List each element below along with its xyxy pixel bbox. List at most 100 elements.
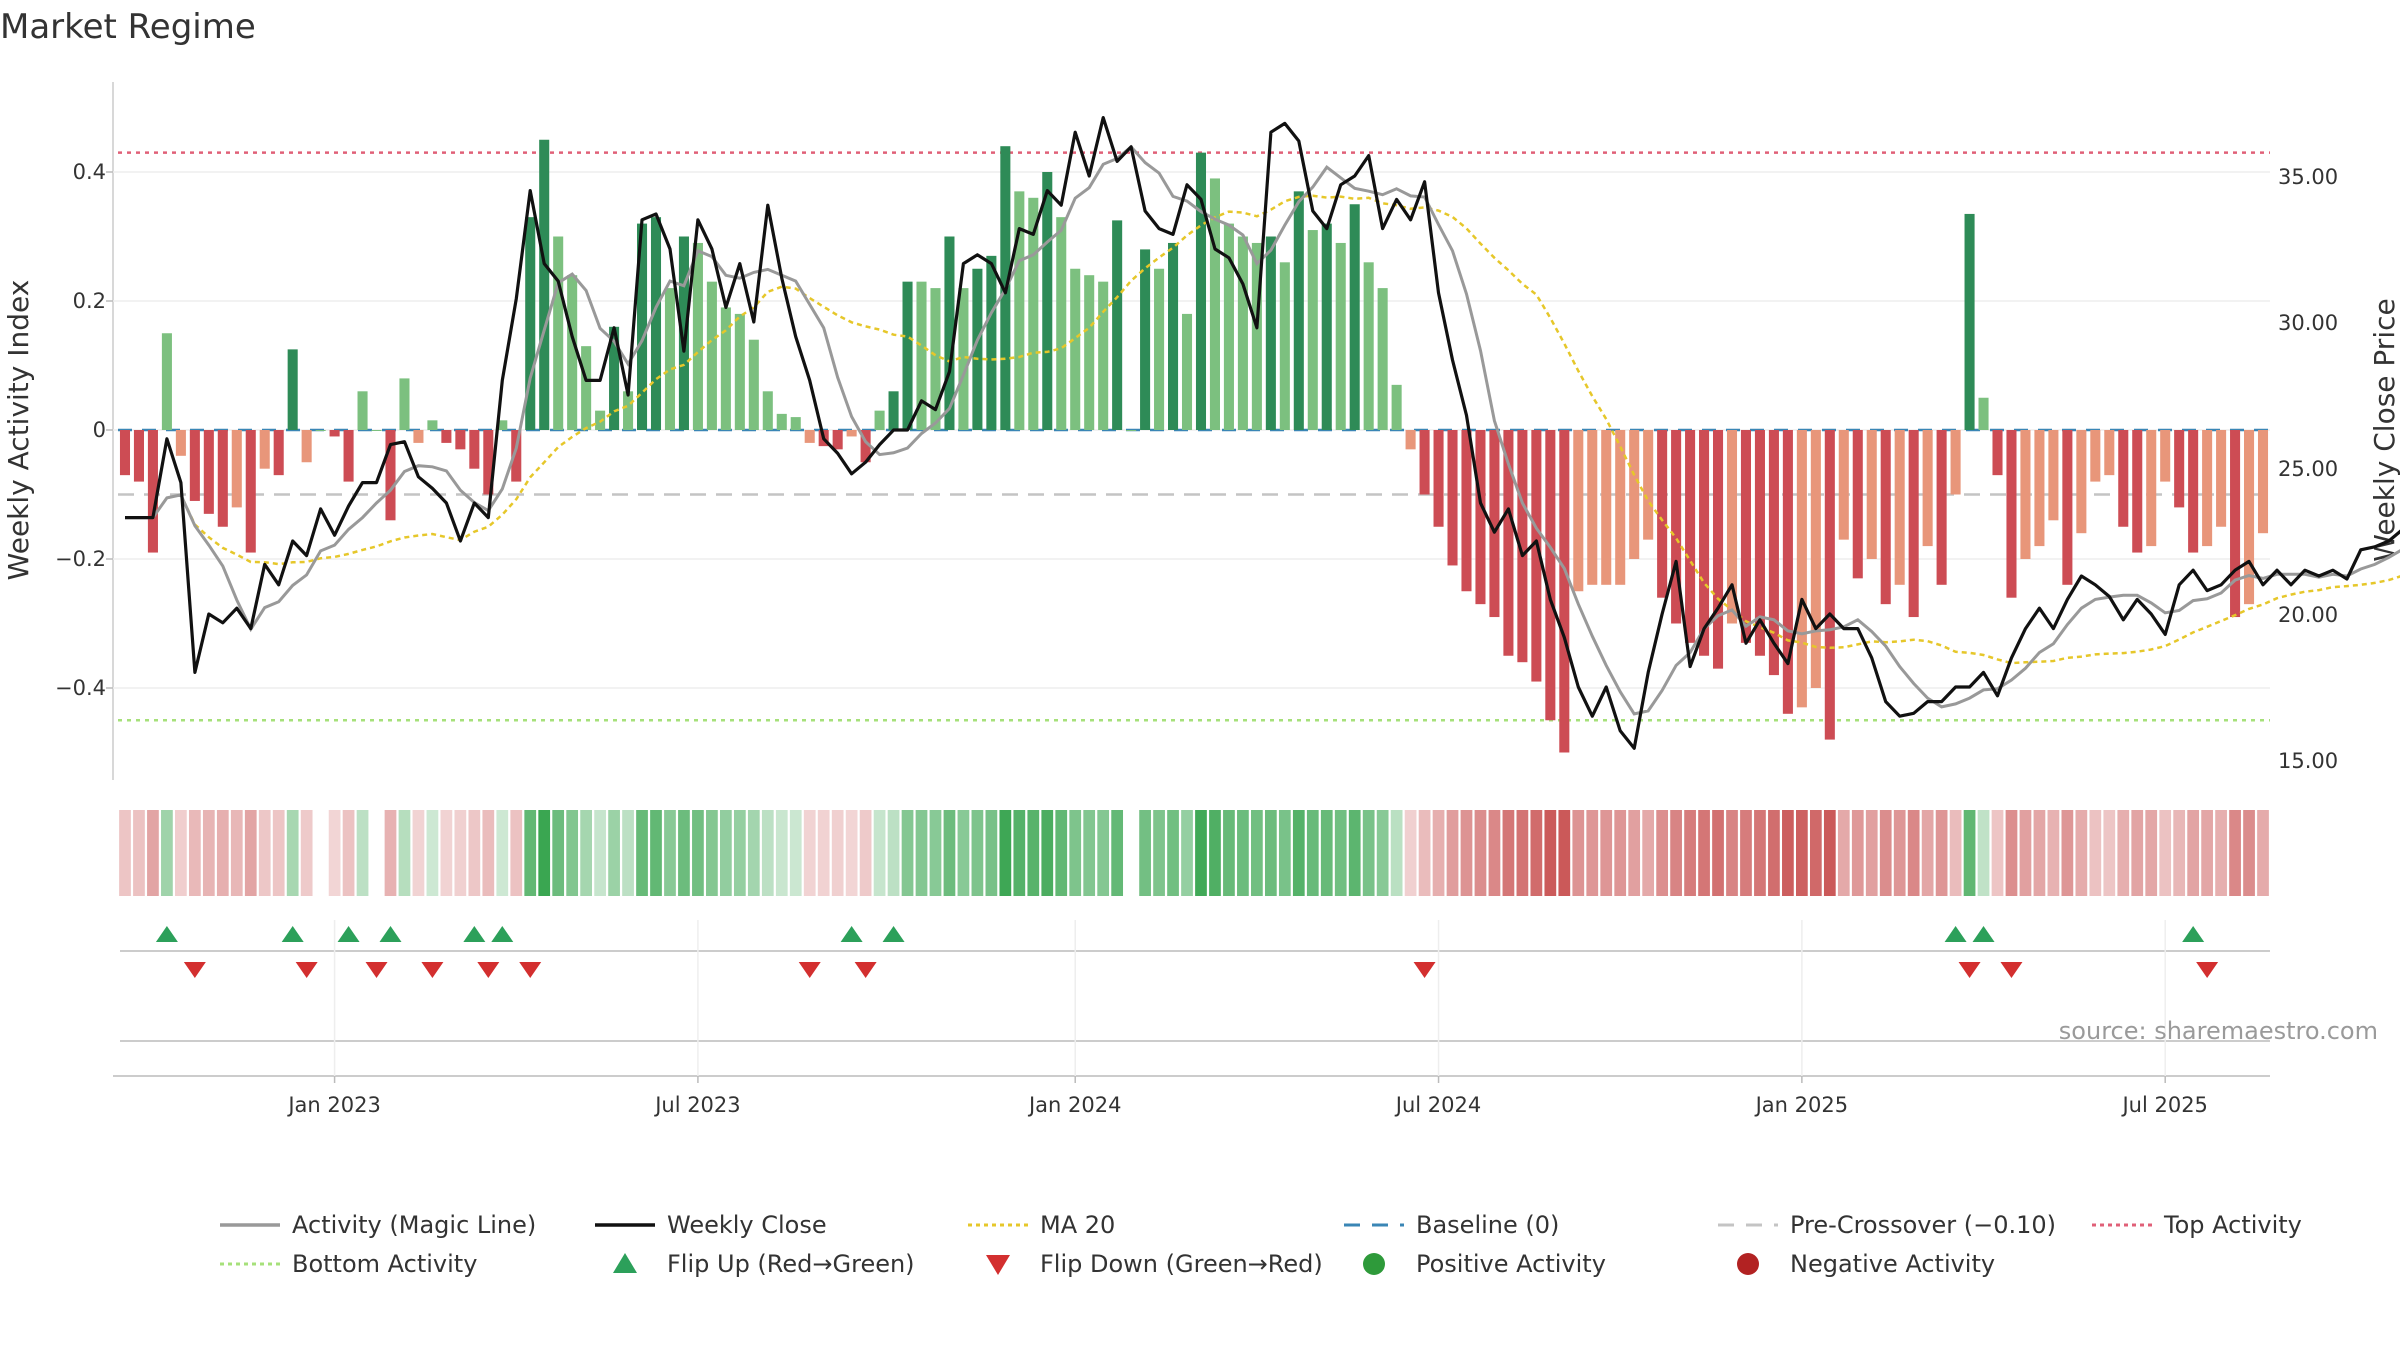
- flip-markers: [155, 926, 2219, 978]
- activity-bar: [581, 346, 592, 430]
- x-tick-label: Jan 2024: [1027, 1093, 1122, 1117]
- regime-strip-cell: [1935, 810, 1948, 896]
- regime-strip-cell: [202, 810, 215, 896]
- legend-label: Flip Up (Red→Green): [667, 1250, 915, 1278]
- chart-title: Market Regime: [0, 7, 256, 47]
- regime-strip-cell: [650, 810, 662, 896]
- regime-strip-cell: [761, 810, 774, 896]
- activity-bar: [1419, 430, 1430, 495]
- regime-strip-cell: [1460, 810, 1473, 896]
- reference-lines: [118, 151, 2270, 722]
- regime-strip-cell: [1446, 810, 1459, 896]
- regime-strip-cell: [803, 810, 816, 896]
- regime-strip-cell: [1907, 810, 1920, 896]
- flip-up-marker: [1944, 926, 1967, 942]
- regime-strip-cell: [2033, 810, 2046, 896]
- regime-strip-cell: [1376, 810, 1389, 896]
- regime-strip-cell: [2173, 810, 2186, 896]
- activity-bar: [986, 255, 997, 430]
- regime-strip-cell: [1754, 810, 1766, 896]
- activity-bar: [1629, 430, 1640, 559]
- activity-bar: [1908, 430, 1919, 618]
- legend-item: Bottom Activity: [220, 1250, 477, 1278]
- activity-bar: [161, 333, 172, 430]
- legend-item: Flip Up (Red→Green): [613, 1250, 915, 1278]
- activity-bar: [2202, 430, 2213, 547]
- regime-strip-cell: [1055, 810, 1068, 896]
- regime-strip-cell: [1670, 810, 1682, 896]
- x-tick-label: Jul 2023: [653, 1093, 740, 1117]
- regime-strip-cell: [2117, 810, 2130, 896]
- regime-strip-cell: [1041, 810, 1054, 896]
- right-axis: 35.00 30.00 25.00 20.00 15.00 Weekly Close P…: [2278, 165, 2400, 773]
- activity-bar: [1251, 242, 1262, 430]
- activity-bar: [1349, 204, 1360, 430]
- activity-bar: [1782, 430, 1793, 714]
- regime-strip-cell: [1125, 810, 1137, 896]
- activity-bar: [1992, 430, 2003, 476]
- left-tick-label: 0.2: [73, 289, 106, 313]
- regime-strip-cell: [468, 810, 481, 896]
- regime-strip-cell: [831, 810, 844, 896]
- regime-strip-cell: [1069, 810, 1082, 896]
- activity-bar: [1852, 430, 1863, 579]
- left-tick-label: −0.2: [55, 547, 106, 571]
- regime-strip-cell: [1516, 810, 1529, 896]
- legend-label: Pre-Crossover (−0.10): [1790, 1211, 2056, 1239]
- right-tick-label: 20.00: [2278, 603, 2338, 627]
- activity-bar: [1866, 430, 1877, 559]
- activity-bar: [2160, 430, 2171, 482]
- flip-up-marker: [1972, 926, 1995, 942]
- activity-bar: [357, 391, 368, 430]
- legend-item: Pre-Crossover (−0.10): [1718, 1211, 2056, 1239]
- activity-bar: [539, 139, 550, 430]
- legend-item: Flip Down (Green→Red): [986, 1250, 1323, 1278]
- activity-bar: [1056, 217, 1067, 430]
- activity-bar: [762, 391, 773, 430]
- activity-bar: [1810, 430, 1821, 688]
- activity-bar: [1950, 430, 1961, 495]
- regime-strip-cell: [1223, 810, 1235, 896]
- legend-item: Activity (Magic Line): [220, 1211, 536, 1239]
- regime-strip-cell: [384, 810, 397, 896]
- legend-label: Negative Activity: [1790, 1250, 1995, 1278]
- activity-bar: [2244, 430, 2255, 605]
- activity-bar: [1475, 430, 1486, 605]
- activity-bar: [217, 430, 228, 527]
- activity-bar: [1740, 430, 1752, 643]
- activity-bar: [664, 288, 676, 430]
- activity-bar: [1726, 430, 1738, 624]
- activity-bar: [790, 417, 801, 430]
- flip-down-marker: [295, 962, 318, 978]
- activity-bar: [1321, 223, 1332, 430]
- regime-strip-cell: [258, 810, 271, 896]
- legend-label: Activity (Magic Line): [292, 1211, 536, 1239]
- legend-item: Positive Activity: [1363, 1250, 1606, 1278]
- activity-bar: [175, 430, 186, 456]
- activity-bar: [441, 430, 452, 443]
- activity-bar: [1307, 230, 1318, 430]
- flip-down-marker: [519, 962, 542, 978]
- activity-bar: [1545, 430, 1556, 721]
- activity-bar: [147, 430, 158, 553]
- regime-strip-cell: [971, 810, 984, 896]
- activity-bar: [776, 413, 787, 430]
- regime-strip-cell: [1600, 810, 1613, 896]
- right-axis-title: Weekly Close Price: [2368, 298, 2400, 561]
- regime-strip-cell: [1963, 810, 1976, 896]
- flip-up-marker: [2182, 926, 2205, 942]
- activity-bar: [916, 281, 927, 430]
- regime-strip-cell: [2131, 810, 2144, 896]
- regime-strip-cell: [1390, 810, 1403, 896]
- regime-strip-cell: [1306, 810, 1319, 896]
- activity-bar: [1517, 430, 1528, 663]
- activity-bar: [1699, 430, 1710, 656]
- right-tick-label: 15.00: [2278, 749, 2338, 773]
- activity-bar: [1112, 220, 1123, 430]
- legend-swatch: [613, 1253, 637, 1273]
- regime-strip-cell: [1292, 810, 1305, 896]
- regime-strip-cell: [2103, 810, 2116, 896]
- regime-strip-cell: [887, 810, 900, 896]
- right-tick-label: 30.00: [2278, 311, 2338, 335]
